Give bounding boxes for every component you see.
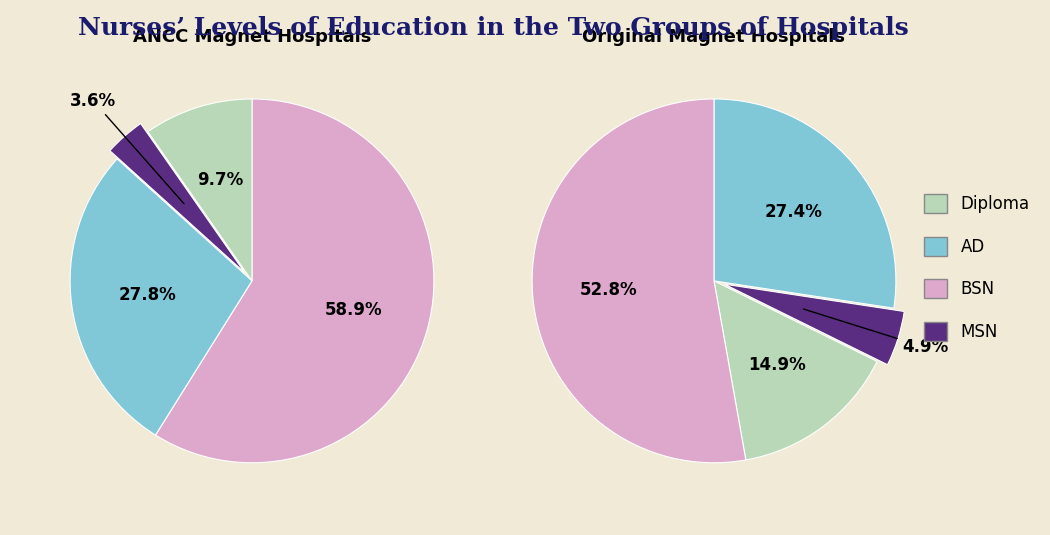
Wedge shape [724, 284, 904, 365]
Text: 52.8%: 52.8% [580, 281, 637, 299]
Text: 14.9%: 14.9% [749, 356, 806, 374]
Wedge shape [148, 99, 252, 281]
Text: 58.9%: 58.9% [324, 301, 382, 319]
Text: 27.8%: 27.8% [119, 286, 176, 304]
Wedge shape [155, 99, 434, 463]
Text: 4.9%: 4.9% [803, 309, 949, 356]
Title: Original Magnet Hospitals: Original Magnet Hospitals [583, 28, 845, 47]
Wedge shape [70, 159, 252, 435]
Wedge shape [532, 99, 746, 463]
Title: ANCC Magnet Hospitals: ANCC Magnet Hospitals [132, 28, 372, 47]
Wedge shape [714, 281, 877, 460]
Wedge shape [714, 99, 896, 308]
Text: 9.7%: 9.7% [197, 171, 244, 189]
Text: Nurses’ Levels of Education in the Two Groups of Hospitals: Nurses’ Levels of Education in the Two G… [78, 16, 909, 40]
Wedge shape [110, 124, 245, 273]
Text: 27.4%: 27.4% [765, 203, 823, 221]
Legend: Diploma, AD, BSN, MSN: Diploma, AD, BSN, MSN [918, 187, 1036, 348]
Text: 3.6%: 3.6% [70, 92, 184, 204]
